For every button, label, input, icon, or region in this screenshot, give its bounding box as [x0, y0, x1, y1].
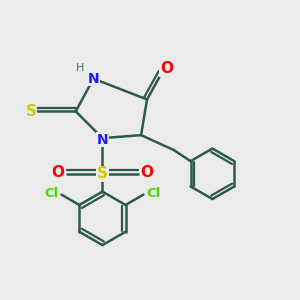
- Text: Cl: Cl: [147, 187, 161, 200]
- Text: N: N: [88, 72, 99, 86]
- Text: S: S: [26, 104, 37, 119]
- Text: O: O: [160, 61, 173, 76]
- Text: Cl: Cl: [44, 187, 58, 200]
- Text: O: O: [140, 165, 154, 180]
- Text: H: H: [76, 63, 84, 73]
- Text: N: N: [97, 133, 108, 147]
- Text: S: S: [97, 166, 108, 181]
- Text: O: O: [51, 165, 64, 180]
